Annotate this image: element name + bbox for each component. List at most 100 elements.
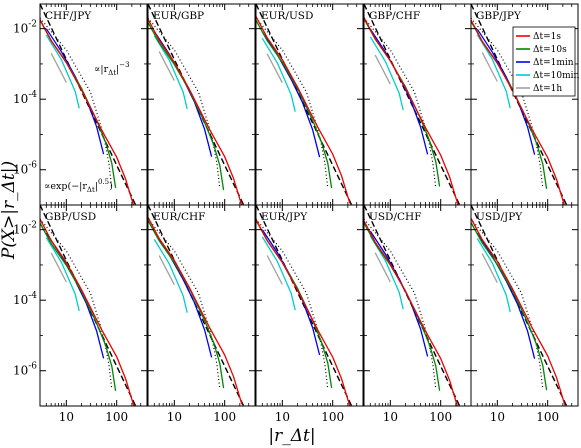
panel-frame xyxy=(470,204,579,407)
series-line xyxy=(471,217,566,406)
series-line xyxy=(40,222,117,391)
y-tick-label: 10-4 xyxy=(13,291,37,307)
series-line xyxy=(471,19,566,205)
panel-eur-chf: EUR/CHF 10 100 xyxy=(147,204,256,424)
series-line xyxy=(158,51,175,81)
series-line xyxy=(40,218,135,406)
panels: CHF/JPY 10-2 10-4 10-6 EUR/GBP EUR/USD GBP/CHF… xyxy=(13,3,580,424)
panel-eur-usd: EUR/USD xyxy=(255,3,364,206)
plot-area xyxy=(364,205,461,406)
panel-eur-gbp: EUR/GBP xyxy=(147,3,256,206)
panel-usd-jpy: USD/JPY 10 100 xyxy=(470,204,579,424)
x-tick-label: 10 xyxy=(383,410,398,424)
plot-area xyxy=(471,205,568,406)
stretched-exp-reference-line xyxy=(148,218,221,390)
series-line xyxy=(369,36,404,111)
power-law-reference-line xyxy=(471,205,568,406)
series-line xyxy=(476,34,511,109)
y-tick-label: 10-6 xyxy=(13,362,37,378)
series-line xyxy=(148,216,243,405)
series-line xyxy=(481,52,498,82)
series-line xyxy=(374,252,391,283)
panel-frame xyxy=(255,204,364,407)
series-line xyxy=(50,52,67,83)
series-line xyxy=(364,222,441,391)
x-tick-label: 100 xyxy=(536,410,559,424)
stretched-exp-reference-line xyxy=(364,218,437,390)
legend-label: Δt=1min xyxy=(533,58,574,68)
y-tick-label: 10-6 xyxy=(13,161,37,177)
plot-area xyxy=(256,4,353,205)
plot-area xyxy=(471,4,568,205)
power-law-annotation: ∝|rΔt|−3 xyxy=(94,61,130,77)
legend-label: Δt=10min xyxy=(533,71,580,81)
panel-title: GBP/CHF xyxy=(369,10,420,22)
legend: Δt=1s Δt=10s Δt=1min Δt=10min Δt=1h xyxy=(512,26,580,97)
panel-frame xyxy=(147,3,256,206)
x-tick-label: 10 xyxy=(59,410,74,424)
x-axis-label: |r_Δt| xyxy=(268,426,315,446)
series-line xyxy=(364,17,459,205)
series-line xyxy=(153,239,188,313)
panel-frame xyxy=(39,204,148,407)
power-law-reference-line xyxy=(148,205,245,406)
series-line xyxy=(45,34,80,109)
panel-frame xyxy=(363,3,472,206)
series-line xyxy=(266,255,283,285)
panel-frame xyxy=(147,204,256,407)
panel-title: GBP/JPY xyxy=(476,10,522,22)
x-tick-label: 10 xyxy=(275,410,290,424)
stretched-exp-reference-line xyxy=(471,218,544,390)
x-tick-label: 100 xyxy=(105,410,128,424)
series-line xyxy=(471,222,548,391)
series-line xyxy=(148,220,225,389)
panel-frame xyxy=(39,3,148,206)
stretched-exp-reference-line xyxy=(256,17,329,189)
stretched-exp-annotation: ∝exp(−|rΔt|0.5) xyxy=(44,178,113,194)
power-law-reference-line xyxy=(364,4,461,205)
panel-title: USD/JPY xyxy=(476,211,523,223)
series-line xyxy=(364,220,459,406)
annotations: ∝|rΔt|−3 ∝exp(−|rΔt|0.5) xyxy=(44,61,130,194)
series-line xyxy=(153,35,188,110)
panel-frame xyxy=(363,204,472,407)
y-axis-label: P(X>|r_Δt|) xyxy=(0,161,19,260)
series-line xyxy=(50,252,67,283)
x-tick-label: 10 xyxy=(167,410,182,424)
x-tick-label: 100 xyxy=(321,410,344,424)
series-line xyxy=(45,237,80,312)
x-tick-label: 10 xyxy=(490,410,505,424)
panel-usd-chf: USD/CHF 10 100 xyxy=(363,204,472,424)
panel-title: EUR/USD xyxy=(261,10,313,22)
y-tick-label: 10-2 xyxy=(13,20,37,36)
y-tick-label: 10-4 xyxy=(13,90,37,106)
plot-area xyxy=(40,4,137,205)
series-line xyxy=(148,18,243,205)
legend-label: Δt=1h xyxy=(533,84,562,94)
plot-area xyxy=(256,205,353,406)
y-tick-label: 10-2 xyxy=(13,221,37,237)
series-line xyxy=(148,22,225,191)
plot-area xyxy=(364,4,461,205)
plot-area xyxy=(148,4,245,205)
series-line xyxy=(481,253,498,283)
power-law-reference-line xyxy=(256,4,353,205)
series-line xyxy=(158,255,175,285)
axis-labels: |r_Δt| P(X>|r_Δt|) xyxy=(0,161,316,446)
panel-gbp-usd: GBP/USD 10 100 10-2 10-4 10-6 xyxy=(13,204,148,424)
panel-eur-jpy: EUR/JPY 10 100 xyxy=(255,204,364,424)
panel-title: EUR/JPY xyxy=(261,211,308,223)
panel-title: USD/CHF xyxy=(369,211,421,223)
x-tick-label: 100 xyxy=(429,410,452,424)
x-tick-label: 100 xyxy=(213,410,236,424)
series-line xyxy=(256,19,333,189)
panel-frame xyxy=(255,3,364,206)
legend-label: Δt=1s xyxy=(533,32,561,42)
series-line xyxy=(266,53,283,84)
panel-title: EUR/CHF xyxy=(153,211,205,223)
panel-gbp-chf: GBP/CHF xyxy=(363,3,472,206)
series-line xyxy=(369,28,429,155)
plot-area xyxy=(40,205,137,406)
plot-area xyxy=(148,205,245,406)
